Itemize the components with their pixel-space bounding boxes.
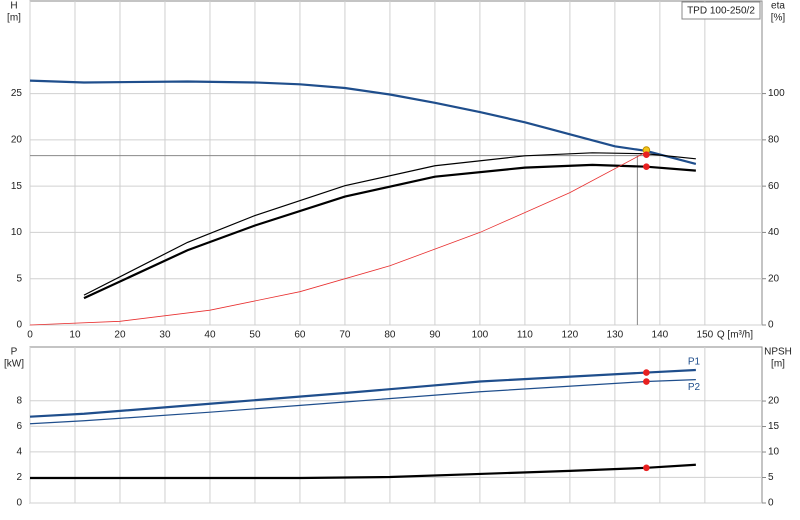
x-tick-label: 130 (607, 330, 624, 341)
y-axis-label: P (11, 347, 18, 358)
y2-tick-label: 60 (768, 181, 780, 192)
x-tick-label: 100 (472, 330, 489, 341)
y2-tick-label: 20 (768, 273, 780, 284)
x-tick-label: 0 (27, 330, 33, 341)
operating-point (643, 163, 650, 171)
y2-tick-label: 40 (768, 227, 780, 238)
y-tick-label: 8 (16, 395, 22, 406)
x-tick-label: 80 (384, 330, 396, 341)
operating-point (643, 378, 650, 385)
curve (29, 151, 647, 326)
x-tick-label: 20 (114, 330, 126, 341)
x-tick-label: 50 (249, 330, 261, 341)
plot-area (29, 0, 763, 326)
y2-tick-label: 10 (768, 447, 780, 458)
curve (30, 463, 696, 480)
y2-tick-label: 80 (768, 134, 780, 145)
y2-tick-label: 15 (768, 421, 780, 432)
x-tick-label: 90 (429, 330, 441, 341)
curve (83, 152, 696, 296)
y2-axis-label: [%] (771, 13, 786, 24)
x-tick-label: 10 (69, 330, 81, 341)
y2-axis-label: NPSH (764, 347, 792, 358)
y-tick-label: 5 (16, 273, 22, 284)
x-tick-label: 110 (517, 330, 533, 341)
operating-point (643, 151, 650, 158)
x-tick-label: 40 (204, 330, 216, 341)
operating-point (643, 464, 650, 472)
chart-title: TPD 100-250/2 (687, 6, 755, 17)
curve (29, 79, 697, 165)
y-tick-label: 0 (16, 320, 22, 331)
series-label: P2 (688, 382, 701, 393)
y2-tick-label: 0 (768, 498, 774, 509)
title-box (681, 1, 761, 20)
y2-tick-label: 20 (768, 396, 780, 407)
y-tick-label: 4 (16, 446, 22, 457)
y-tick-label: 6 (16, 421, 22, 432)
x-tick-label: 60 (294, 330, 306, 341)
y-axis-label: [kW] (4, 359, 24, 370)
y-tick-label: 20 (11, 134, 23, 145)
x-axis-label: Q [m³/h] (717, 330, 753, 341)
plot-area (29, 346, 763, 504)
y-axis-label: H (10, 1, 17, 12)
x-tick-label: 30 (159, 330, 171, 341)
y-tick-label: 10 (11, 227, 23, 238)
y2-axis-label: eta (771, 1, 785, 12)
y2-tick-label: 0 (768, 320, 774, 331)
x-tick-label: 70 (339, 330, 351, 341)
x-tick-label: 140 (652, 330, 669, 341)
y-axis-label: [m] (7, 13, 21, 24)
y2-tick-label: 5 (768, 472, 774, 483)
x-tick-label: 120 (562, 330, 579, 341)
y2-axis-label: [m] (771, 359, 785, 370)
curve (83, 163, 696, 300)
y2-tick-label: 100 (768, 88, 785, 99)
y-tick-label: 25 (11, 88, 23, 99)
operating-point (643, 369, 650, 376)
series-label: P1 (688, 357, 701, 368)
y-tick-label: 15 (11, 181, 23, 192)
y-tick-label: 2 (16, 472, 22, 483)
x-tick-label: 150 (697, 330, 714, 341)
y-tick-label: 0 (16, 498, 22, 509)
